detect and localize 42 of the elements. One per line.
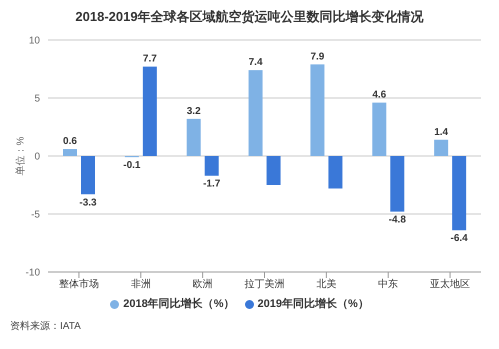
text: 资料来源：IATA	[10, 320, 82, 333]
bar	[204, 156, 219, 176]
data-label: -4.8	[388, 214, 406, 226]
legend-label: 2018年同比增长（%）	[123, 298, 234, 310]
data-label: 7.9	[310, 51, 325, 62]
data-label: -1.7	[203, 178, 221, 190]
bar	[81, 156, 95, 194]
x-tick-label: 中东	[378, 278, 398, 290]
bar	[328, 156, 342, 188]
bar	[372, 102, 386, 156]
data-label: 7.4	[248, 57, 263, 68]
bar	[452, 156, 466, 230]
bar	[390, 156, 404, 212]
data-label: 0.6	[63, 136, 78, 148]
bar	[310, 64, 324, 156]
data-label: -3.3	[79, 197, 98, 208]
y-tick-label: 5	[34, 94, 40, 105]
bar	[142, 66, 157, 156]
data-label: 4.6	[372, 90, 387, 101]
data-label: -0.1	[123, 160, 141, 172]
x-tick-label: 拉丁美洲	[244, 278, 284, 290]
x-tick-label: 亚太地区	[430, 278, 470, 290]
y-axis-title: 单位：%	[14, 136, 27, 176]
bar	[248, 70, 263, 156]
data-label: 1.4	[434, 126, 449, 138]
chart-title: 2018-2019年全球各区域航空货运吨公里数同比增长变化情况	[74, 8, 425, 26]
data-label: 3.2	[186, 106, 202, 117]
x-tick-label: 非洲	[130, 278, 151, 290]
data-label: 7.7	[142, 54, 158, 65]
data-label: -6.4	[450, 233, 468, 244]
bar	[266, 156, 281, 185]
x-tick-label: 整体市场	[58, 278, 99, 290]
x-tick-label: 北美	[316, 278, 336, 290]
legend-label: 2019年同比增长（%）	[258, 298, 369, 310]
bar	[63, 149, 77, 156]
y-tick-label: 0	[34, 152, 40, 163]
y-tick-label: 10	[28, 36, 40, 47]
bar	[434, 140, 448, 156]
y-tick-label: -10	[26, 268, 40, 279]
x-tick-label: 欧洲	[192, 278, 213, 290]
y-tick-label: -5	[31, 210, 40, 221]
bar	[186, 118, 201, 156]
